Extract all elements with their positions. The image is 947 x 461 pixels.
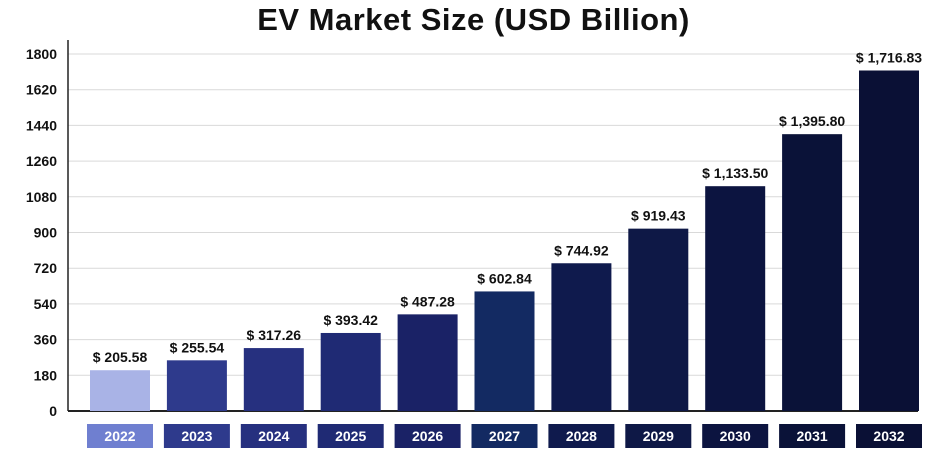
bar-value-label: $ 602.84 bbox=[477, 270, 532, 286]
y-tick-label: 900 bbox=[34, 225, 58, 241]
bar bbox=[166, 360, 227, 411]
bar bbox=[628, 228, 689, 411]
x-tick-label: 2027 bbox=[489, 428, 520, 444]
bar bbox=[320, 332, 381, 411]
bar bbox=[243, 348, 304, 411]
bar-value-label: $ 1,716.83 bbox=[856, 49, 922, 65]
category-label-box bbox=[317, 424, 384, 448]
y-tick-label: 1440 bbox=[26, 117, 57, 133]
y-tick-label: 720 bbox=[34, 260, 58, 276]
bar bbox=[551, 263, 612, 411]
bar-value-label: $ 1,395.80 bbox=[779, 113, 845, 129]
x-tick-label: 2025 bbox=[335, 428, 366, 444]
y-tick-label: 1080 bbox=[26, 189, 57, 205]
y-tick-label: 1620 bbox=[26, 82, 57, 98]
category-label-box bbox=[779, 424, 846, 448]
bar-value-label: $ 393.42 bbox=[323, 312, 378, 328]
y-tick-label: 540 bbox=[34, 296, 58, 312]
y-tick-label: 1260 bbox=[26, 153, 57, 169]
category-label-box bbox=[548, 424, 615, 448]
bar-value-label: $ 487.28 bbox=[400, 293, 455, 309]
bar-value-label: $ 255.54 bbox=[170, 339, 225, 355]
category-label-box bbox=[240, 424, 307, 448]
category-label-box bbox=[163, 424, 230, 448]
bar bbox=[782, 134, 843, 412]
bar-value-label: $ 919.43 bbox=[631, 208, 686, 224]
category-label-box bbox=[471, 424, 538, 448]
chart-title: EV Market Size (USD Billion) bbox=[257, 2, 690, 37]
category-label-box bbox=[625, 424, 692, 448]
category-label-box bbox=[87, 424, 153, 448]
bar-value-label: $ 1,133.50 bbox=[702, 165, 768, 181]
x-tick-label: 2022 bbox=[104, 428, 135, 444]
category-label-box bbox=[702, 424, 769, 448]
x-tick-label: 2029 bbox=[643, 428, 674, 444]
x-tick-label: 2030 bbox=[720, 428, 751, 444]
y-tick-label: 360 bbox=[34, 332, 58, 348]
y-tick-label: 0 bbox=[49, 403, 57, 419]
x-tick-label: 2031 bbox=[797, 428, 828, 444]
bar bbox=[397, 314, 458, 411]
category-label-box bbox=[394, 424, 461, 448]
bar-value-label: $ 744.92 bbox=[554, 242, 609, 258]
x-tick-label: 2024 bbox=[258, 428, 289, 444]
bar bbox=[705, 186, 766, 411]
x-tick-label: 2023 bbox=[181, 428, 212, 444]
x-tick-label: 2026 bbox=[412, 428, 443, 444]
bar-value-label: $ 317.26 bbox=[247, 327, 302, 343]
bar bbox=[90, 370, 150, 411]
bar bbox=[474, 291, 535, 411]
x-tick-label: 2028 bbox=[566, 428, 597, 444]
x-tick-label: 2032 bbox=[873, 428, 904, 444]
bar bbox=[859, 70, 919, 411]
y-tick-label: 1800 bbox=[26, 46, 57, 62]
bar-value-label: $ 205.58 bbox=[93, 349, 148, 365]
y-tick-label: 180 bbox=[34, 367, 58, 383]
category-label-box bbox=[856, 424, 922, 448]
